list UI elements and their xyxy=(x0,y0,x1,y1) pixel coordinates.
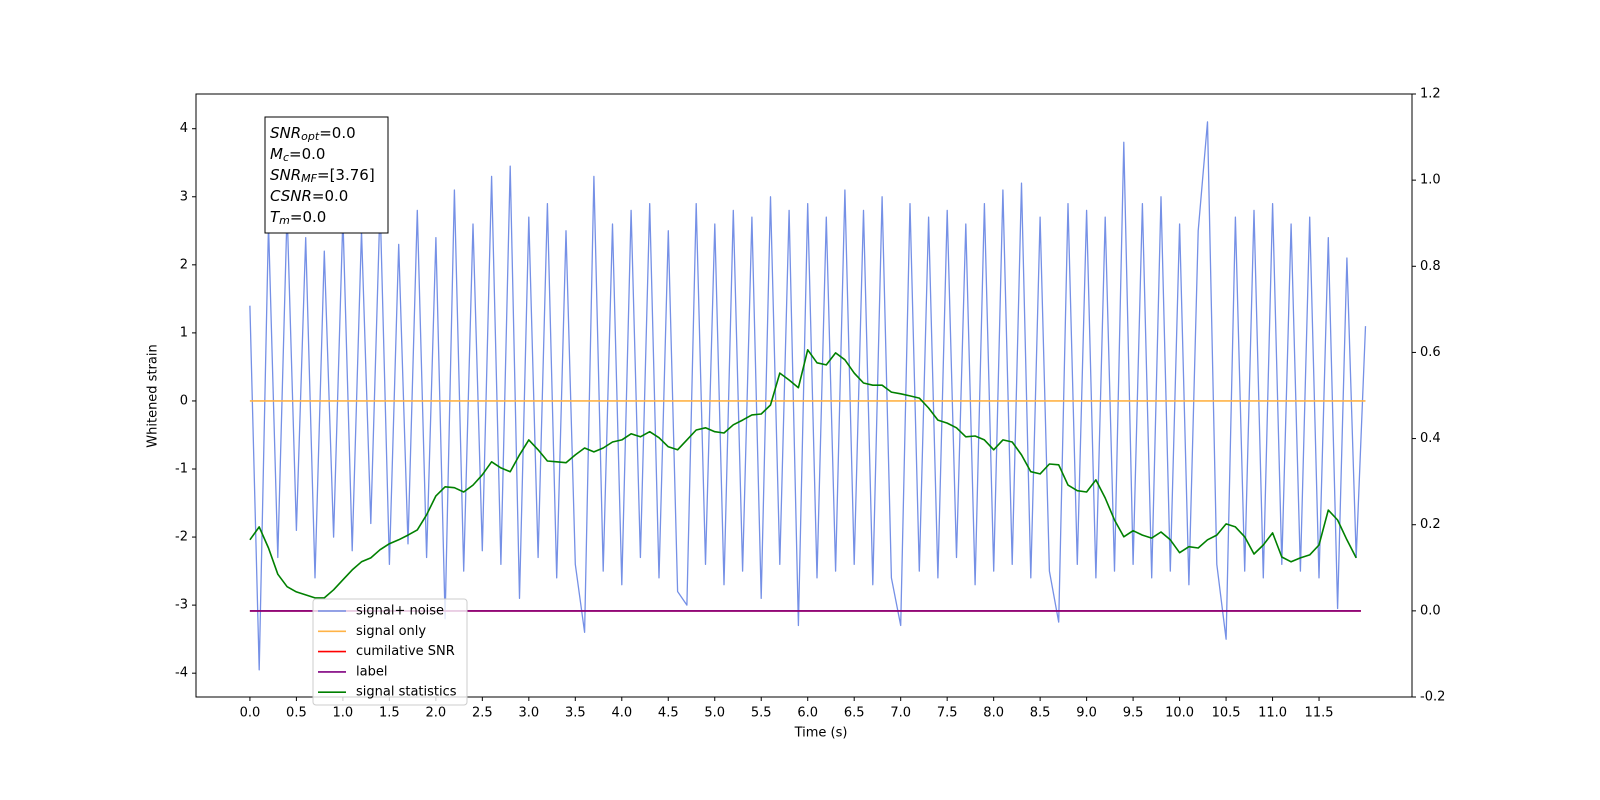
annotation-line: SNRMF=[3.76] xyxy=(270,166,375,186)
y-tick-label: -2 xyxy=(175,530,188,545)
annotation-line: Tm=0.0 xyxy=(270,208,326,228)
y-axis-label: Whitened strain xyxy=(146,344,161,447)
x-tick-label: 1.0 xyxy=(333,706,354,721)
x-tick-label: 2.5 xyxy=(472,706,493,721)
x-tick-label: 11.5 xyxy=(1305,706,1334,721)
x-tick-label: 0.5 xyxy=(286,706,307,721)
x-tick-label: 3.0 xyxy=(518,706,539,721)
y2-tick-label: 0.8 xyxy=(1420,259,1441,274)
annotation-subscript: c xyxy=(283,151,289,164)
annotation-value: =0.0 xyxy=(312,187,348,205)
y-tick-label: -4 xyxy=(175,666,188,681)
annotation-value: =0.0 xyxy=(290,208,326,226)
y2-tick-label: 0.6 xyxy=(1420,345,1441,360)
y2-tick-label: 0.4 xyxy=(1420,431,1441,446)
annotation-subscript: MF xyxy=(301,172,317,185)
x-tick-label: 5.5 xyxy=(751,706,772,721)
plot-lines xyxy=(249,121,1367,671)
plot-frame xyxy=(195,93,1413,698)
x-tick-label: 9.0 xyxy=(1076,706,1097,721)
y2-tick-label: 0.2 xyxy=(1420,517,1441,532)
x-tick-label: 2.0 xyxy=(426,706,447,721)
annotation-symbol: CSNR xyxy=(270,187,312,205)
annotation-symbol: M xyxy=(270,145,283,163)
annotation-subscript: m xyxy=(279,214,290,227)
annotation-value: =0.0 xyxy=(319,124,355,142)
legend-label: signal statistics xyxy=(356,685,457,700)
y-tick-label: 3 xyxy=(180,189,188,204)
x-tick-label: 4.5 xyxy=(658,706,679,721)
x-tick-label: 1.5 xyxy=(379,706,400,721)
x-tick-label: 8.0 xyxy=(983,706,1004,721)
y-tick-label: -3 xyxy=(175,598,188,613)
y2-tick-label: 1.0 xyxy=(1420,173,1441,188)
annotation-box xyxy=(264,116,389,234)
legend-label: label xyxy=(356,664,387,679)
x-tick-label: 0.0 xyxy=(240,706,261,721)
annotation-subscript: opt xyxy=(301,130,320,143)
y2-tick-label: 1.2 xyxy=(1420,87,1441,102)
x-tick-label: 9.5 xyxy=(1123,706,1144,721)
y2-tick-label: -0.2 xyxy=(1420,690,1445,705)
x-tick-label: 11.0 xyxy=(1258,706,1287,721)
x-tick-label: 6.5 xyxy=(844,706,865,721)
y2-tick-label: 0.0 xyxy=(1420,603,1441,618)
annotation-symbol: T xyxy=(270,208,281,226)
y-tick-label: 4 xyxy=(180,121,188,136)
annotation-value: =0.0 xyxy=(289,145,325,163)
legend-label: signal only xyxy=(356,624,426,639)
annotation-symbol: SNR xyxy=(270,124,301,142)
x-tick-label: 5.0 xyxy=(704,706,725,721)
annotation-line: Mc=0.0 xyxy=(270,145,325,165)
series-line xyxy=(249,349,1357,599)
legend-label: signal+ noise xyxy=(356,604,444,619)
legend-label: cumilative SNR xyxy=(356,644,455,659)
x-tick-label: 4.0 xyxy=(611,706,632,721)
annotation-symbol: SNR xyxy=(270,166,301,184)
y-tick-label: 1 xyxy=(180,325,188,340)
x-axis-label: Time (s) xyxy=(794,726,848,741)
legend-box xyxy=(312,598,468,706)
y-tick-label: 2 xyxy=(180,257,188,272)
x-tick-label: 10.5 xyxy=(1212,706,1241,721)
annotation-line: CSNR=0.0 xyxy=(270,187,348,205)
annotation-value: =[3.76] xyxy=(317,166,375,184)
y-tick-label: -1 xyxy=(175,462,188,477)
y-tick-label: 0 xyxy=(180,393,188,408)
x-tick-label: 10.0 xyxy=(1165,706,1194,721)
x-tick-label: 7.0 xyxy=(890,706,911,721)
x-tick-label: 8.5 xyxy=(1030,706,1051,721)
x-tick-label: 3.5 xyxy=(565,706,586,721)
annotation-line: SNRopt=0.0 xyxy=(270,124,356,144)
x-tick-label: 7.5 xyxy=(937,706,958,721)
x-tick-label: 6.0 xyxy=(797,706,818,721)
series-line xyxy=(249,121,1367,671)
